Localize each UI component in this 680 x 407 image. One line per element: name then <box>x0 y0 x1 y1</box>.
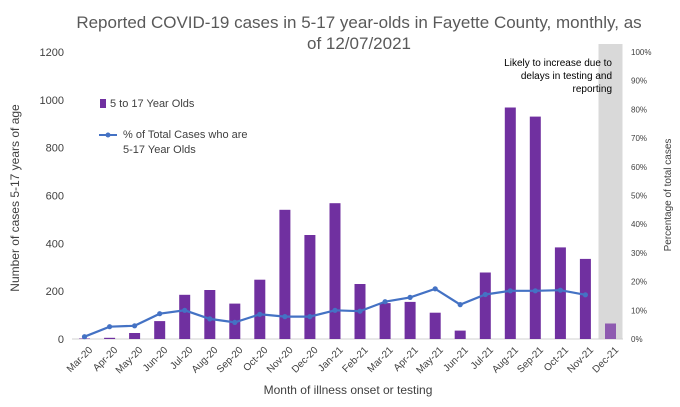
left-y-tick-label: 800 <box>46 143 64 155</box>
line-point <box>257 311 263 317</box>
right-y-tick-label: 70% <box>631 134 647 143</box>
bar <box>204 290 216 339</box>
x-tick-label: Sep-21 <box>515 345 546 376</box>
right-y-tick-labels: 0% 10% 20% 30% 40% 50% 60% 70% 80% 90% 100% <box>631 48 651 344</box>
legend: 5 to 17 Year Olds % of Total Cases who a… <box>99 98 248 156</box>
line-point <box>507 288 513 294</box>
x-tick-label: Nov-20 <box>265 345 296 376</box>
bar <box>329 203 341 339</box>
right-y-axis-label: Percentage of total cases <box>663 139 674 252</box>
legend-line-marker <box>105 132 111 138</box>
x-tick-label: Dec-20 <box>290 345 321 376</box>
left-y-tick-labels: 0 200 400 600 800 1000 1200 <box>40 47 64 346</box>
line-point <box>457 302 463 308</box>
left-y-tick-label: 600 <box>46 191 64 203</box>
line-point <box>232 319 238 325</box>
bar <box>529 116 541 339</box>
left-y-tick-label: 1000 <box>40 95 64 107</box>
highlight-band <box>598 44 623 339</box>
line-point <box>382 299 388 305</box>
bar <box>454 330 466 339</box>
bar <box>129 333 141 339</box>
annotation-line1: Likely to increase due to <box>504 58 612 69</box>
line-point <box>332 307 338 313</box>
left-y-tick-label: 0 <box>58 334 64 346</box>
line-point <box>357 308 363 314</box>
line-point <box>582 292 589 298</box>
bar <box>154 321 166 339</box>
legend-bar-label: 5 to 17 Year Olds <box>110 98 195 110</box>
legend-line-label-line2: 5-17 Year Olds <box>123 144 196 156</box>
bar <box>304 235 316 339</box>
line-point <box>182 307 188 313</box>
line-point <box>432 286 438 292</box>
line-point <box>81 334 88 340</box>
right-y-tick-label: 30% <box>631 249 647 258</box>
right-y-tick-label: 50% <box>631 192 647 201</box>
line-point <box>282 314 288 320</box>
right-y-tick-label: 90% <box>631 77 647 86</box>
right-y-tick-label: 80% <box>631 105 647 114</box>
bar <box>179 294 191 339</box>
chart-title-line1: Reported COVID-19 cases in 5-17 year-old… <box>76 13 641 32</box>
bar <box>429 312 441 339</box>
line-point <box>407 294 413 300</box>
line-point <box>307 314 313 320</box>
line-point <box>107 324 113 330</box>
x-tick-label: Mar-20 <box>65 345 95 375</box>
chart-title-line2: of 12/07/2021 <box>307 34 411 53</box>
bar <box>579 258 591 339</box>
line-point <box>132 323 138 329</box>
right-y-tick-label: 10% <box>631 306 647 315</box>
annotation: Likely to increase due to delays in test… <box>504 58 612 95</box>
right-y-tick-label: 20% <box>631 278 647 287</box>
right-y-tick-label: 60% <box>631 163 647 172</box>
x-tick-label: Jun-20 <box>141 345 171 375</box>
left-y-tick-label: 200 <box>46 286 64 298</box>
x-tick-label: Aug-21 <box>490 345 521 376</box>
line-point <box>157 311 163 317</box>
x-tick-labels: Mar-20Apr-20May-20Jun-20Jul-20Aug-20Sep-… <box>65 345 621 377</box>
x-tick-label: Sep-20 <box>215 345 246 376</box>
line-point <box>532 288 538 294</box>
x-tick-label: Feb-21 <box>340 345 370 375</box>
bar <box>504 107 516 339</box>
line-point <box>482 291 488 298</box>
bar <box>554 247 566 339</box>
right-y-tick-label: 40% <box>631 220 647 229</box>
line-series <box>81 286 589 340</box>
bar-series <box>79 107 616 339</box>
x-tick-label: May-21 <box>414 345 446 377</box>
bar <box>104 337 116 339</box>
bar <box>605 323 616 339</box>
x-tick-label: Mar-21 <box>366 345 396 375</box>
x-tick-label: May-20 <box>114 345 146 377</box>
x-tick-label: Jun-21 <box>441 345 471 375</box>
left-y-tick-label: 1200 <box>40 47 64 59</box>
legend-line-label-line1: % of Total Cases who are <box>123 129 248 141</box>
x-tick-label: Aug-20 <box>190 345 221 376</box>
right-y-tick-label: 100% <box>631 48 651 57</box>
bar <box>279 209 291 339</box>
line-point <box>557 287 564 293</box>
bar <box>404 301 416 339</box>
x-tick-label: Jan-21 <box>316 345 346 375</box>
x-axis-label: Month of illness onset or testing <box>264 383 433 397</box>
right-y-tick-label: 0% <box>631 335 643 344</box>
annotation-line2: delays in testing and <box>521 71 612 82</box>
x-tick-label: Dec-21 <box>591 345 622 376</box>
left-y-axis-label: Number of cases 5-17 years of age <box>8 104 22 292</box>
bar <box>479 272 491 339</box>
annotation-line3: reporting <box>573 84 612 95</box>
left-y-tick-label: 400 <box>46 238 64 250</box>
bar <box>379 303 391 339</box>
x-tick-label: Nov-21 <box>565 345 596 376</box>
line-point <box>207 316 213 322</box>
bar <box>254 279 266 339</box>
legend-bar-swatch <box>100 99 106 108</box>
